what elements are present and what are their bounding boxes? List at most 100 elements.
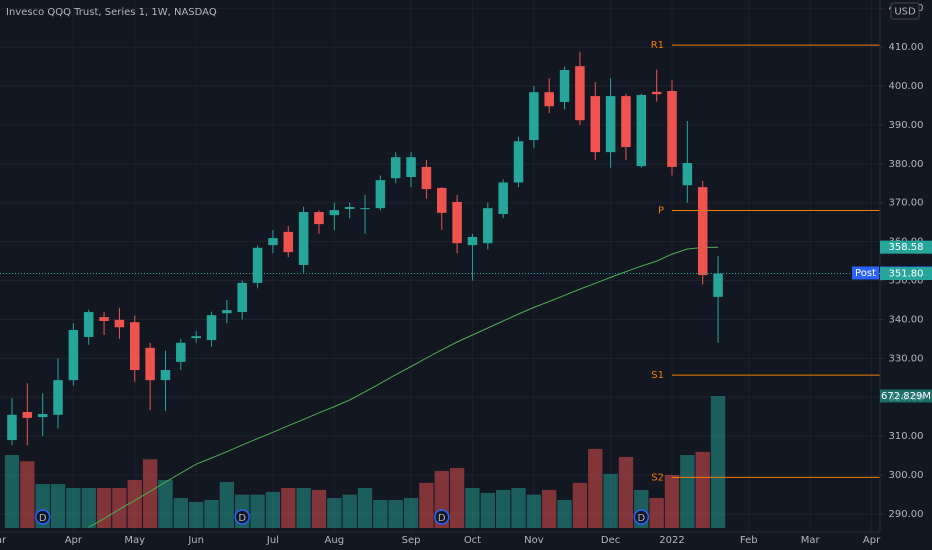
candle-body bbox=[390, 157, 401, 179]
candle-body bbox=[605, 96, 616, 153]
volume-bar bbox=[603, 473, 618, 528]
x-tick-label: Mar bbox=[0, 535, 7, 546]
volume-bar bbox=[281, 487, 296, 528]
y-tick-label: 340.00 bbox=[889, 314, 924, 325]
candle-body bbox=[222, 310, 232, 314]
candle-body bbox=[360, 208, 370, 210]
volume-bar bbox=[4, 455, 20, 528]
volume-bar bbox=[480, 492, 495, 528]
candle-body bbox=[636, 94, 647, 167]
volume-bar bbox=[511, 487, 526, 528]
pivot-label: P bbox=[658, 205, 664, 216]
volume-bar bbox=[419, 482, 434, 528]
candle-body bbox=[99, 317, 109, 322]
badge-label: 358.58 bbox=[889, 242, 924, 253]
candle-body bbox=[237, 282, 247, 313]
volume-bar bbox=[588, 448, 603, 528]
candle-body bbox=[421, 166, 432, 190]
moving-average bbox=[88, 246, 719, 528]
dividend-label: D bbox=[438, 513, 446, 524]
candle-body bbox=[314, 212, 324, 225]
volume-bar bbox=[96, 487, 112, 528]
volume-bar bbox=[204, 499, 219, 528]
candle-body bbox=[682, 163, 693, 186]
x-tick-label: Sep bbox=[402, 535, 421, 546]
candle-body bbox=[575, 66, 585, 121]
y-tick-label: 400.00 bbox=[889, 81, 924, 92]
volume-bar bbox=[695, 451, 710, 528]
y-tick-label: 390.00 bbox=[889, 120, 924, 131]
candle-body bbox=[544, 92, 554, 107]
candle-body bbox=[160, 370, 171, 381]
volume-bar bbox=[526, 494, 542, 528]
candle-body bbox=[467, 236, 478, 246]
candle-body bbox=[191, 336, 201, 339]
dividend-marker bbox=[434, 509, 450, 525]
volume-bar bbox=[66, 487, 81, 528]
dividend-label: D bbox=[637, 513, 645, 524]
pivot-label: S2 bbox=[651, 472, 664, 483]
volume-bar bbox=[373, 499, 388, 528]
volume-bar bbox=[465, 487, 480, 528]
volume-bar bbox=[649, 497, 664, 528]
dividend-marker bbox=[34, 509, 51, 525]
y-tick-label: 290.00 bbox=[889, 509, 924, 520]
volume-bar bbox=[250, 494, 265, 528]
candle-body bbox=[145, 347, 155, 381]
volume-bar bbox=[572, 482, 588, 528]
candle-body bbox=[697, 187, 708, 276]
currency-label: USD bbox=[894, 7, 916, 18]
volume-bar bbox=[142, 459, 158, 528]
price-badge: 358.58 bbox=[880, 240, 932, 254]
y-tick-label: 370.00 bbox=[889, 198, 924, 209]
y-tick-label: 410.00 bbox=[889, 42, 924, 53]
y-tick-label: 330.00 bbox=[889, 353, 924, 364]
candle-body bbox=[252, 247, 263, 283]
volume-bar bbox=[449, 467, 465, 528]
volume-bar bbox=[680, 455, 695, 528]
x-tick-label: Jun bbox=[187, 535, 204, 546]
x-tick-label: Aug bbox=[325, 535, 345, 546]
candle-body bbox=[329, 210, 340, 216]
x-tick-label: Nov bbox=[524, 535, 544, 546]
x-tick-label: Jul bbox=[266, 535, 279, 546]
x-tick-label: Apr bbox=[863, 535, 881, 546]
pivot-label: S1 bbox=[651, 370, 664, 381]
badge-label: 672.829M bbox=[881, 391, 931, 402]
volume-bar bbox=[327, 497, 342, 528]
volume-bar bbox=[618, 456, 634, 528]
volume-bar bbox=[557, 499, 572, 528]
y-tick-label: 380.00 bbox=[889, 159, 924, 170]
candle-body bbox=[529, 92, 539, 141]
dividend-label: D bbox=[238, 513, 246, 524]
volume-bar bbox=[112, 487, 127, 528]
volume-bar bbox=[542, 489, 557, 528]
candle-body bbox=[283, 231, 294, 253]
dividend-label: D bbox=[39, 513, 47, 524]
volume-bar bbox=[173, 497, 188, 528]
volume-bar bbox=[20, 461, 35, 528]
candle-body bbox=[559, 70, 570, 102]
volume-badge: 672.829M bbox=[880, 389, 932, 403]
candle-body bbox=[498, 182, 508, 215]
volume-bar bbox=[664, 475, 680, 528]
volume-bar bbox=[81, 487, 96, 528]
price-badge: 351.80 bbox=[880, 267, 932, 281]
x-tick-label: Oct bbox=[464, 535, 481, 546]
candle-body bbox=[53, 380, 63, 415]
x-tick-label: Apr bbox=[65, 535, 83, 546]
dividend-marker bbox=[234, 509, 250, 525]
candle-body bbox=[621, 96, 631, 148]
candle-body bbox=[375, 180, 386, 209]
x-tick-label: Mar bbox=[801, 535, 821, 546]
candle-body bbox=[7, 414, 17, 441]
candle-body bbox=[268, 238, 278, 246]
x-tick-label: May bbox=[124, 535, 145, 546]
y-tick-label: 310.00 bbox=[889, 431, 924, 442]
volume-bar bbox=[388, 499, 403, 528]
badge-box bbox=[880, 267, 932, 281]
candle-body bbox=[83, 312, 94, 337]
candle-body bbox=[651, 91, 662, 95]
badge-box bbox=[880, 240, 932, 254]
